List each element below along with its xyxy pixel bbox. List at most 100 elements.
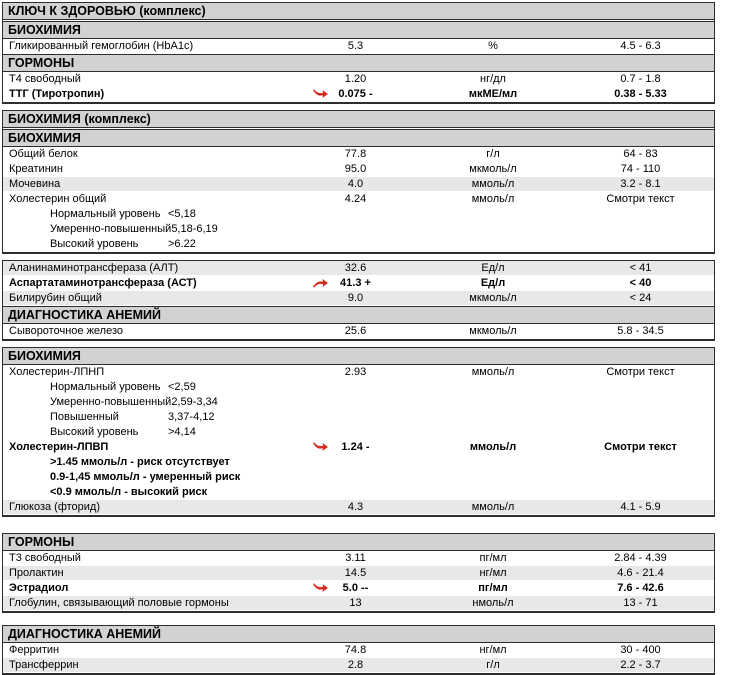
- result-row: Общий белок 77.8 г/л 64 - 83: [3, 147, 714, 162]
- test-value-text: 13: [349, 597, 362, 609]
- test-value-text: 95.0: [344, 163, 367, 175]
- result-row: Билирубин общий 9.0 мкмоль/л < 24: [3, 291, 714, 306]
- high-value-flag-icon: [312, 278, 329, 288]
- test-value: 25.6: [303, 325, 408, 337]
- test-name: Эстрадиол: [9, 582, 69, 594]
- reference-level-row: Нормальный уровень <2,59: [3, 380, 714, 395]
- test-name: Холестерин-ЛПНП: [9, 366, 105, 378]
- test-value: 0.075 -: [303, 88, 408, 100]
- test-unit: нг/дл: [480, 73, 506, 85]
- result-row: ТТГ (Тиротропин) 0.075 - мкМЕ/мл 0.38 - 5.3…: [3, 87, 714, 102]
- result-row: Эстрадиол 5.0 -- пг/мл 7.6 - 42.6: [3, 581, 714, 596]
- reference-range: 2.2 - 3.7: [620, 659, 661, 671]
- test-value-text: 4.0: [347, 178, 364, 190]
- test-name: Аспартатаминотрансфераза (АСТ): [9, 277, 197, 289]
- level-label: Умеренно-повышенный: [50, 396, 172, 408]
- reference-range: Смотри текст: [606, 193, 675, 205]
- risk-note-row: <0.9 ммоль/л - высокий риск: [3, 485, 714, 500]
- test-name: Холестерин общий: [9, 193, 107, 205]
- test-unit: пг/мл: [478, 582, 508, 594]
- section-header: КЛЮЧ К ЗДОРОВЬЮ (комплекс): [3, 3, 714, 20]
- reference-range: 2.84 - 4.39: [614, 552, 667, 564]
- test-name: Сывороточное железо: [9, 325, 124, 337]
- test-name: Т3 свободный: [9, 552, 81, 564]
- result-row: Холестерин-ЛПВП 1.24 - ммоль/л Смотри текст: [3, 440, 714, 455]
- test-unit: нг/мл: [479, 644, 507, 656]
- test-value-text: 4.24: [344, 193, 367, 205]
- test-name: Гликированный гемоглобин (HbA1c): [9, 40, 194, 52]
- test-value: 1.20: [303, 73, 408, 85]
- test-value-text: 25.6: [344, 325, 367, 337]
- risk-note-text: <0.9 ммоль/л - высокий риск: [50, 486, 208, 498]
- result-row: Глобулин, связывающий половые гормоны 13 н…: [3, 596, 714, 611]
- test-value-text: 1.20: [344, 73, 367, 85]
- test-unit: ммоль/л: [469, 441, 517, 453]
- test-name: Мочевина: [9, 178, 61, 190]
- reference-range: 5.8 - 34.5: [617, 325, 664, 337]
- test-unit: мкМЕ/мл: [468, 88, 518, 100]
- test-value: 4.0: [303, 178, 408, 190]
- test-unit: Ед/л: [480, 277, 506, 289]
- level-value: >6.22: [168, 238, 196, 250]
- result-row: Гликированный гемоглобин (HbA1c) 5.3% 4.5 …: [3, 39, 714, 54]
- result-row: Т3 свободный 3.11 пг/мл 2.84 - 4.39: [3, 551, 714, 566]
- section-header-label: ДИАГНОСТИКА АНЕМИЙ: [8, 627, 161, 641]
- report-block: ГОРМОНЫ Т3 свободный 3.11 пг/мл 2.84 - 4.39 П…: [2, 533, 715, 613]
- test-value-text: 2.8: [347, 659, 364, 671]
- reference-range: 4.6 - 21.4: [617, 567, 664, 579]
- test-value-text: 14.5: [344, 567, 367, 579]
- test-value-text: 77.8: [344, 148, 367, 160]
- section-header-label: БИОХИМИЯ (комплекс): [8, 112, 151, 126]
- result-row: Аспартатаминотрансфераза (АСТ) 41.3 + Ед/л…: [3, 276, 714, 291]
- test-value: 4.24: [303, 193, 408, 205]
- test-value-text: 1.24 -: [341, 441, 370, 453]
- test-unit: мкмоль/л: [469, 292, 517, 304]
- test-unit: %: [488, 40, 498, 52]
- risk-note-text: >1.45 ммоль/л - риск отсутствует: [50, 456, 230, 468]
- test-unit: ммоль/л: [471, 178, 515, 190]
- test-name: Трансферрин: [9, 659, 79, 671]
- result-row: Холестерин-ЛПНП 2.93 ммоль/л Смотри текст: [3, 365, 714, 380]
- test-value-text: 5.0 --: [342, 582, 369, 594]
- result-row: Ферритин 74.8 нг/мл 30 - 400: [3, 643, 714, 658]
- test-name: Глюкоза (фторид): [9, 501, 101, 513]
- result-row: Холестерин общий 4.24 ммоль/л Смотри текст: [3, 192, 714, 207]
- section-header: БИОХИМИЯ: [3, 129, 714, 147]
- test-value-text: 74.8: [344, 644, 367, 656]
- section-header-label: ДИАГНОСТИКА АНЕМИЙ: [8, 308, 161, 322]
- risk-note-row: >1.45 ммоль/л - риск отсутствует: [3, 455, 714, 470]
- result-row: Креатинин 95.0 мкмоль/л 74 - 110: [3, 162, 714, 177]
- result-row: Пролактин 14.5 нг/мл 4.6 - 21.4: [3, 566, 714, 581]
- test-unit: ммоль/л: [471, 501, 515, 513]
- low-value-flag-icon: [312, 442, 329, 452]
- test-value-text: 3.11: [345, 552, 366, 564]
- section-header-label: ГОРМОНЫ: [8, 535, 75, 549]
- test-value-text: 0.075 -: [338, 88, 373, 100]
- report-block: ДИАГНОСТИКА АНЕМИЙ Ферритин 74.8 нг/мл 30 - …: [2, 625, 715, 675]
- level-label: Повышенный: [50, 411, 119, 423]
- test-value: 77.8: [303, 148, 408, 160]
- test-unit: мкмоль/л: [469, 163, 517, 175]
- reference-range: Смотри текст: [604, 441, 677, 453]
- result-row: Т4 свободный 1.20 нг/дл 0.7 - 1.8: [3, 72, 714, 87]
- reference-level-row: Умеренно-повышенный 2,59-3,34: [3, 395, 714, 410]
- report-block: КЛЮЧ К ЗДОРОВЬЮ (комплекс) БИОХИМИЯ Гликир…: [2, 2, 715, 104]
- reference-range: 3.2 - 8.1: [620, 178, 661, 190]
- reference-range: < 40: [629, 277, 652, 289]
- section-header: БИОХИМИЯ (комплекс): [3, 111, 714, 128]
- test-name: Ферритин: [9, 644, 60, 656]
- reference-level-row: Умеренно-повышенный 5,18-6,19: [3, 222, 714, 237]
- result-row: Трансферрин 2.8 г/л 2.2 - 3.7: [3, 658, 714, 673]
- test-name: Общий белок: [9, 148, 78, 160]
- test-name: Аланинаминотрансфераза (АЛТ): [9, 262, 179, 274]
- test-value: 13: [303, 597, 408, 609]
- level-label: Нормальный уровень: [50, 381, 161, 393]
- test-name: Т4 свободный: [9, 73, 81, 85]
- section-header: ДИАГНОСТИКА АНЕМИЙ: [3, 626, 714, 643]
- section-header: ГОРМОНЫ: [3, 54, 714, 72]
- test-value: 14.5: [303, 567, 408, 579]
- level-value: 3,37-4,12: [168, 411, 215, 423]
- test-name: Глобулин, связывающий половые гормоны: [9, 597, 229, 609]
- reference-range: 4.5 - 6.3: [620, 40, 661, 52]
